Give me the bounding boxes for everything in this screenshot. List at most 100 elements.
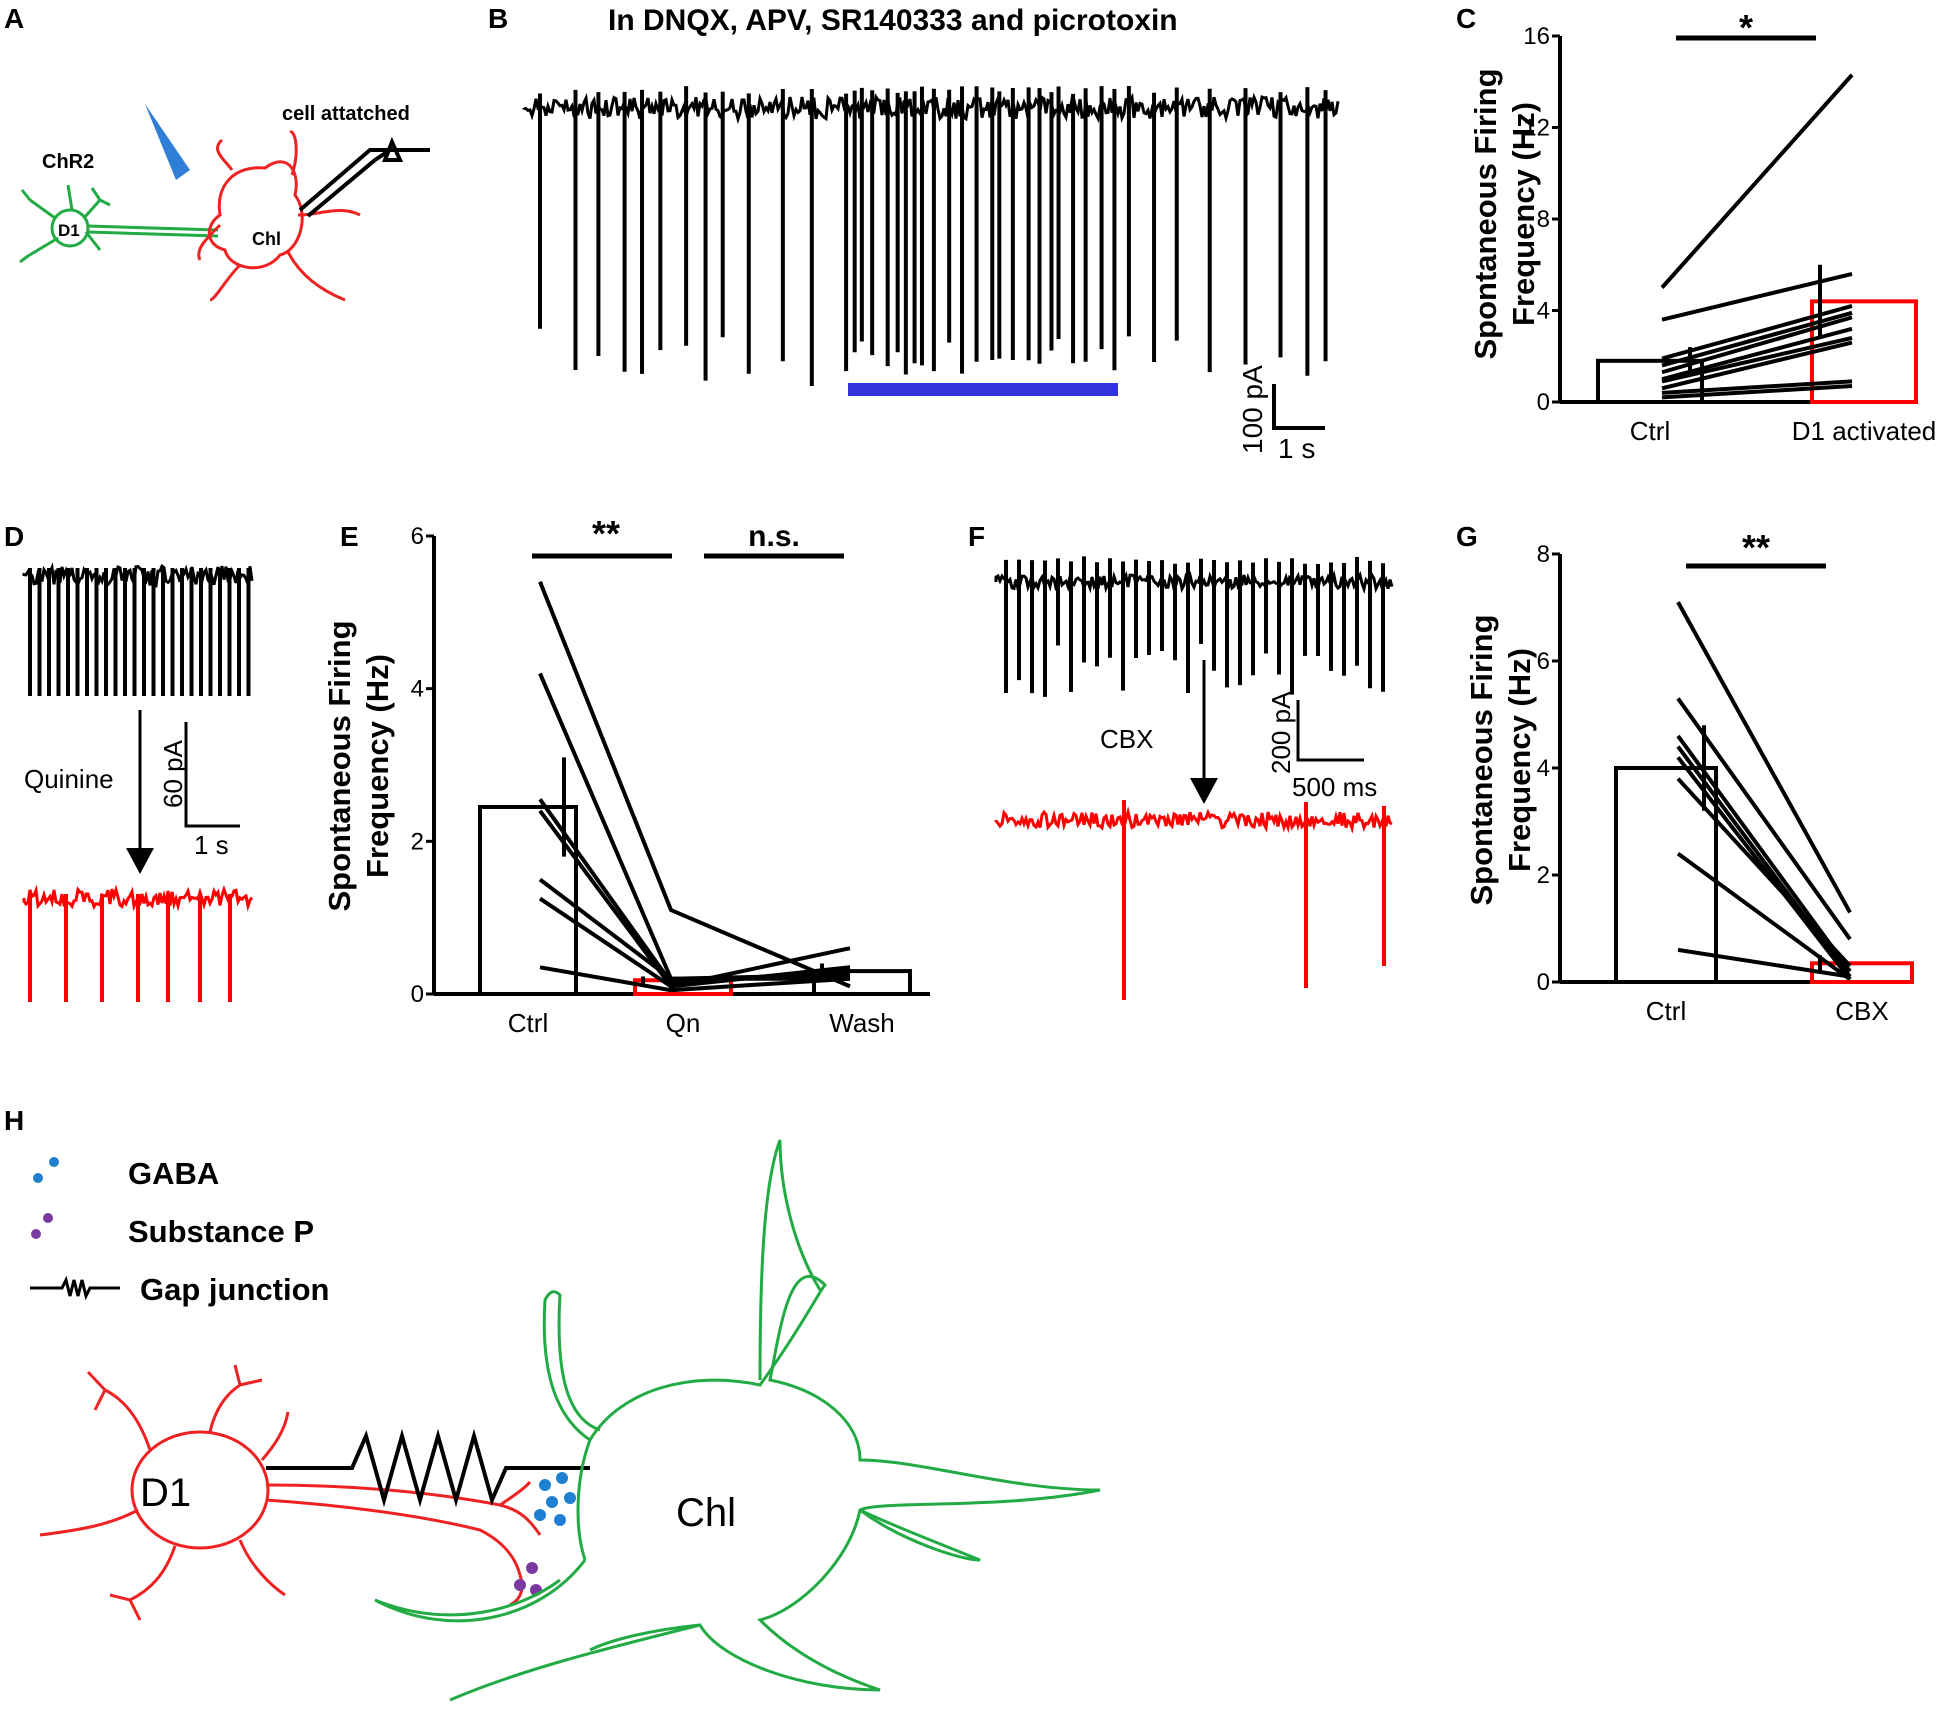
- gaba-legend-icon: [33, 1157, 59, 1183]
- c-sig-label: *: [1739, 7, 1753, 48]
- substance-p-legend-label: Substance P: [128, 1214, 314, 1249]
- paired-line: [1661, 271, 1853, 322]
- paired-line: [1676, 601, 1852, 914]
- f-drug-label: CBX: [1100, 724, 1153, 754]
- y-tick-label: 12: [1523, 115, 1550, 142]
- e-ylabel-line1: Spontaneous Firing: [322, 620, 357, 911]
- category-label: Ctrl: [1646, 996, 1686, 1026]
- d1-label-a: D1: [58, 221, 80, 240]
- scale-bar-d: 60 pA 1 s: [158, 722, 240, 860]
- gap-junction-legend-label: Gap junction: [140, 1272, 329, 1307]
- paired-line: [1660, 73, 1854, 289]
- scale-bar-b: 100 pA 1 s: [1237, 365, 1325, 464]
- y-tick-label: 8: [1537, 206, 1550, 233]
- paired-line: [1661, 303, 1853, 361]
- paired-line: [1676, 851, 1852, 981]
- y-tick-label: 2: [1537, 862, 1550, 889]
- scale-f-x: 500 ms: [1292, 772, 1377, 802]
- paired-line: [1676, 745, 1852, 978]
- panel-e-letter: E: [340, 521, 359, 552]
- panel-h-letter: H: [4, 1105, 24, 1136]
- panel-d-letter: D: [4, 521, 24, 552]
- chi-label-h: Chl: [676, 1491, 736, 1535]
- panel-g-letter: G: [1456, 521, 1478, 552]
- panel-a-letter: A: [4, 3, 24, 34]
- chi-neuron-h: [374, 1139, 1101, 1702]
- y-tick-label: 8: [1537, 541, 1550, 568]
- chart-c: 0 4 8 12 16 Ctrl D1 activated: [1523, 23, 1936, 446]
- paired-line: [1661, 340, 1853, 391]
- paired-line: [538, 896, 851, 989]
- chi-label-a: Chl: [252, 229, 281, 249]
- y-tick-label: 6: [411, 523, 424, 550]
- panel-d: D Quinine 60 pA 1 s: [4, 521, 254, 1002]
- paired-line: [1661, 315, 1853, 375]
- chi-neuron-a: [197, 130, 361, 302]
- paired-line: [1661, 336, 1853, 384]
- paired-line: [1661, 326, 1853, 382]
- paired-line: [1661, 383, 1853, 400]
- light-stimulus-bar: [848, 383, 1118, 396]
- gap-junction-legend-icon: [30, 1275, 120, 1301]
- panel-g: G Spontaneous Firing Frequency (Hz) 0 2 4 6…: [1456, 521, 1914, 1026]
- y-tick-label: 2: [411, 828, 424, 855]
- panel-f-letter: F: [968, 521, 985, 552]
- trace-d-ctrl: [22, 561, 254, 696]
- c-ylabel-line2: Frequency (Hz): [1506, 102, 1541, 326]
- bar: [1614, 766, 1718, 984]
- y-tick-label: 4: [1537, 298, 1550, 325]
- panel-b-title: In DNQX, APV, SR140333 and picrotoxin: [608, 4, 1178, 37]
- scale-d-x: 1 s: [194, 830, 229, 860]
- c-ylabel-line1: Spontaneous Firing: [1468, 68, 1503, 359]
- chr2-label: ChR2: [42, 151, 94, 173]
- trace-f-cbx: [994, 800, 1393, 1000]
- panel-e: E Spontaneous Firing Frequency (Hz) 0 2 4 6…: [322, 513, 930, 1038]
- paired-line: [1676, 697, 1852, 941]
- paired-line: [538, 877, 851, 981]
- category-label: Qn: [666, 1008, 701, 1038]
- scale-f-y: 200 pA: [1266, 691, 1296, 774]
- paired-line: [538, 798, 851, 985]
- e-sig-label-1: **: [592, 513, 620, 554]
- paired-line: [1661, 379, 1853, 395]
- paired-line: [1661, 310, 1853, 368]
- panel-a: A ChR2 D1 Chl cell attatched: [4, 3, 430, 302]
- y-tick-label: 6: [1537, 648, 1550, 675]
- category-label: Ctrl: [1630, 416, 1670, 446]
- d1-label-h: D1: [140, 1471, 191, 1515]
- paired-line: [539, 965, 851, 993]
- scale-d-y: 60 pA: [158, 739, 188, 808]
- gaba-legend-label: GABA: [128, 1156, 219, 1191]
- scale-b-y: 100 pA: [1237, 365, 1268, 454]
- paired-line: [1676, 777, 1852, 968]
- y-tick-label: 4: [411, 676, 424, 703]
- baseline-noise: [994, 806, 1393, 834]
- baseline-noise: [994, 569, 1394, 595]
- category-label: CBX: [1835, 996, 1888, 1026]
- light-cone-icon: [145, 104, 190, 180]
- panel-f: F CBX 200 pA 500 ms: [968, 521, 1394, 1000]
- cell-attached-label: cell attatched: [282, 103, 410, 125]
- g-sig-label: **: [1742, 527, 1770, 568]
- category-label: D1 activated: [1792, 416, 1937, 446]
- panel-b-letter: B: [488, 3, 508, 34]
- trace-d-quinine: [22, 884, 254, 1002]
- chr2-d1-neuron: [19, 184, 219, 264]
- chart-g: 0 2 4 6 8 Ctrl CBX: [1537, 541, 1914, 1026]
- e-ylabel-line2: Frequency (Hz): [360, 654, 395, 878]
- y-tick-label: 0: [1537, 969, 1550, 996]
- panel-h: H GABA Substance P Gap junction D1: [4, 1105, 1101, 1702]
- scale-bar-f: 200 pA 500 ms: [1266, 691, 1377, 802]
- substance-p-legend-icon: [31, 1213, 53, 1239]
- gaba-vesicles: [534, 1472, 576, 1526]
- paired-line: [538, 672, 850, 981]
- gap-junction-spring: [266, 1428, 590, 1508]
- chart-e: 0 2 4 6 Ctrl Qn Wash: [411, 523, 930, 1038]
- g-ylabel-line1: Spontaneous Firing: [1464, 614, 1499, 905]
- panel-b: B In DNQX, APV, SR140333 and picrotoxin …: [488, 3, 1340, 464]
- d-drug-label: Quinine: [24, 764, 114, 794]
- bar: [1596, 358, 1704, 405]
- d-arrow: [126, 710, 154, 874]
- paired-line: [1676, 756, 1852, 981]
- y-tick-label: 0: [411, 981, 424, 1008]
